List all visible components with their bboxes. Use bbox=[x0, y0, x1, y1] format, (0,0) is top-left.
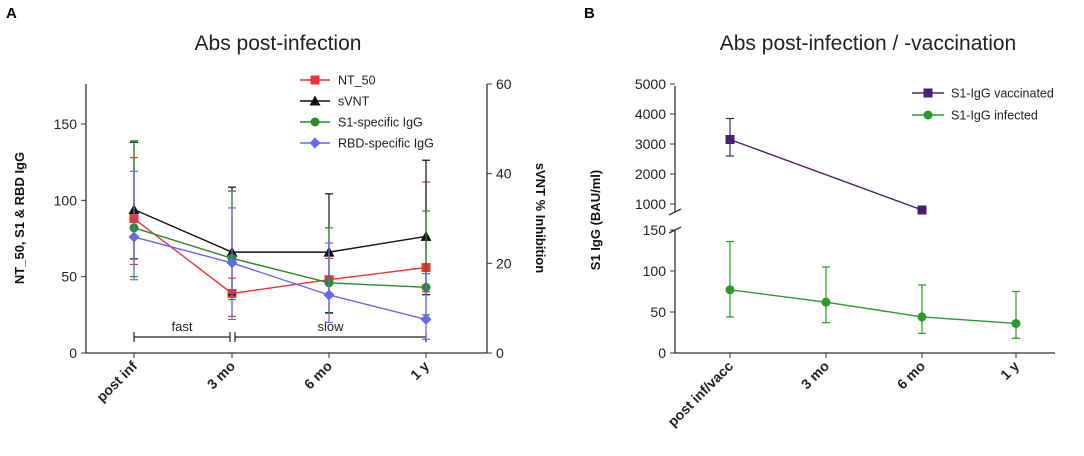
data-point bbox=[725, 285, 735, 295]
panel-a-label: A bbox=[6, 5, 17, 22]
y-tick-label: 4000 bbox=[635, 106, 666, 122]
y-tick-label: 3000 bbox=[635, 136, 666, 152]
y-tick-label: 100 bbox=[54, 192, 78, 208]
legend-marker bbox=[309, 95, 321, 106]
x-tick-label: 3 mo bbox=[798, 358, 832, 392]
x-tick-label: post inf bbox=[93, 358, 140, 405]
data-point bbox=[226, 257, 238, 269]
y-right-tick-label: 0 bbox=[496, 345, 504, 361]
y-tick-label: 2000 bbox=[635, 166, 666, 182]
legend-a: NT_50 sVNT S1-specific IgG RBD-specific IgG bbox=[300, 74, 434, 151]
y-tick-label: 0 bbox=[658, 345, 666, 361]
legend-label: S1-IgG infected bbox=[951, 109, 1038, 123]
data-point bbox=[821, 297, 831, 307]
y-tick-label: 50 bbox=[650, 304, 666, 320]
series-line bbox=[729, 289, 1017, 325]
series-nt-50 bbox=[129, 156, 431, 317]
phase-label: slow bbox=[317, 319, 344, 334]
data-point bbox=[323, 289, 335, 301]
error-bar bbox=[422, 273, 430, 340]
error-bar bbox=[130, 170, 138, 281]
phase-label: fast bbox=[172, 319, 193, 334]
chart-b-ylabel: S1 IgG (BAU/ml) bbox=[588, 170, 603, 270]
series-line bbox=[133, 208, 427, 253]
data-point bbox=[420, 313, 432, 325]
series-line bbox=[133, 218, 427, 295]
error-bar bbox=[918, 284, 926, 334]
series-s1-igg-infected bbox=[725, 240, 1021, 339]
chart-a-ylabel: NT_50, S1 & RBD IgG bbox=[12, 152, 27, 284]
x-tick-label: 6 mo bbox=[894, 358, 928, 392]
legend-label: S1-IgG vaccinated bbox=[951, 87, 1054, 101]
series-line bbox=[729, 138, 923, 211]
series-s1-igg-vaccinated bbox=[725, 117, 927, 215]
legend-marker bbox=[310, 75, 320, 85]
axis-break-mark bbox=[668, 208, 682, 216]
error-bar bbox=[1012, 290, 1020, 339]
data-point bbox=[1011, 318, 1021, 328]
legend-label: RBD-specific IgG bbox=[338, 137, 434, 151]
y-right-tick-label: 60 bbox=[496, 76, 512, 92]
legend-label: sVNT bbox=[338, 95, 370, 109]
data-point bbox=[917, 205, 927, 215]
series-rbd-specific-igg bbox=[128, 170, 432, 340]
chart-a: 0 50 100 150 0 20 40 60 post inf 3 mo 6 mo 1 y fast s… bbox=[54, 74, 512, 405]
data-point bbox=[128, 231, 140, 243]
chart-b: 1000 2000 3000 4000 5000 0 50 100 150 post inf/va… bbox=[635, 76, 1055, 430]
y-tick-label: 5000 bbox=[635, 76, 666, 92]
y-right-tick-label: 20 bbox=[496, 255, 512, 271]
legend-label: S1-specific IgG bbox=[338, 116, 423, 130]
data-point bbox=[917, 312, 927, 322]
x-tick-label: 6 mo bbox=[301, 358, 335, 392]
y-tick-label: 150 bbox=[54, 116, 78, 132]
x-tick-label: 1 y bbox=[407, 358, 432, 383]
chart-b-title: Abs post-infection / -vaccination bbox=[720, 32, 1016, 55]
x-tick-label: 3 mo bbox=[204, 358, 238, 392]
error-bar bbox=[325, 242, 333, 324]
y-tick-label: 1000 bbox=[635, 196, 666, 212]
x-tick-label: 1 y bbox=[997, 358, 1022, 383]
chart-a-title: Abs post-infection bbox=[195, 32, 362, 55]
data-point bbox=[725, 135, 735, 144]
chart-a-ylabel-right: sVNT % Inhibition bbox=[533, 163, 548, 274]
series-line bbox=[133, 236, 427, 321]
x-tick-label: post inf/vacc bbox=[664, 358, 736, 430]
legend-marker bbox=[309, 137, 321, 149]
legend-marker bbox=[923, 88, 933, 98]
legend-marker bbox=[310, 117, 320, 127]
y-right-tick-label: 40 bbox=[496, 166, 512, 182]
legend-b: S1-IgG vaccinated S1-IgG infected bbox=[912, 87, 1054, 123]
y-tick-label: 0 bbox=[69, 345, 77, 361]
y-tick-label: 150 bbox=[643, 222, 667, 238]
panel-b-label: B bbox=[584, 5, 595, 22]
series-line bbox=[133, 227, 427, 289]
error-bar bbox=[726, 240, 734, 318]
phase-bracket: fast bbox=[133, 319, 231, 342]
error-bar bbox=[822, 266, 830, 324]
legend-label: NT_50 bbox=[338, 74, 376, 88]
legend-marker bbox=[923, 110, 933, 120]
y-tick-label: 50 bbox=[61, 269, 77, 285]
y-tick-label: 100 bbox=[643, 263, 667, 279]
